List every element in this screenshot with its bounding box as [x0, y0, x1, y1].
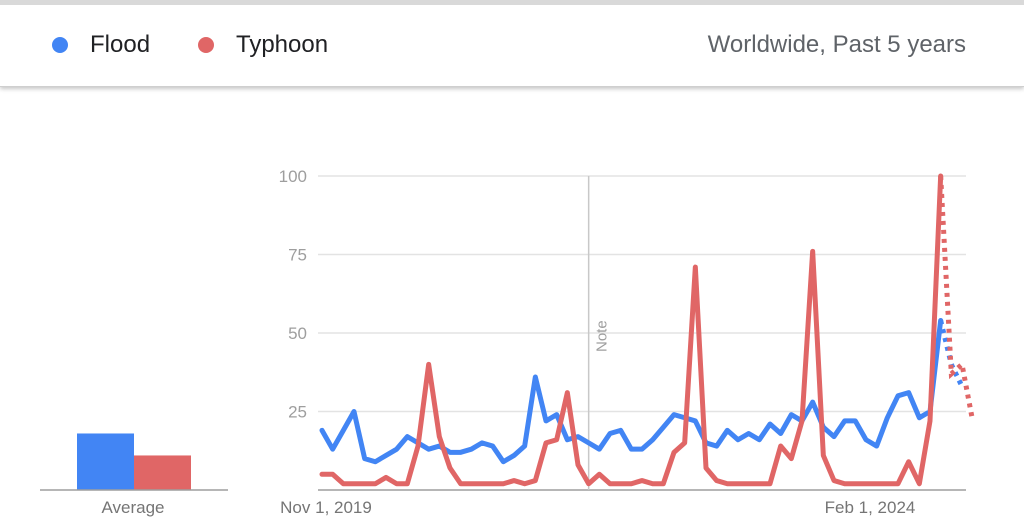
legend-label-flood: Flood	[90, 31, 151, 58]
x-axis-ticks: Nov 1, 2019 Feb 1, 2024	[280, 498, 915, 517]
average-bars: Average	[40, 433, 228, 517]
y-tick-label: 25	[288, 403, 307, 422]
red-dot-icon	[198, 37, 214, 53]
y-tick-label: 50	[288, 324, 307, 343]
note-marker[interactable]: Note	[587, 176, 611, 490]
chart-grid	[318, 175, 966, 491]
blue-dot-icon	[52, 37, 68, 53]
x-tick-label: Feb 1, 2024	[825, 498, 916, 517]
y-tick-label: 100	[279, 167, 307, 186]
chart-header: Flood Typhoon Worldwide, Past 5 years	[0, 0, 1024, 87]
average-label: Average	[101, 498, 164, 517]
average-bar-typhoon[interactable]	[134, 455, 191, 490]
region-timeframe-label[interactable]: Worldwide, Past 5 years	[707, 31, 966, 58]
average-bar-flood[interactable]	[77, 433, 134, 490]
series-partial-typhoon	[938, 175, 976, 422]
legend-item-typhoon[interactable]: Typhoon	[198, 29, 328, 61]
y-axis-ticks: 25 50 75 100	[279, 167, 307, 422]
series-lines	[319, 173, 976, 487]
series-line-typhoon[interactable]	[319, 173, 944, 487]
y-tick-label: 75	[288, 246, 307, 265]
x-tick-label: Nov 1, 2019	[280, 498, 372, 517]
series-partial-flood	[938, 319, 965, 388]
legend-label-typhoon: Typhoon	[236, 31, 329, 58]
note-label[interactable]: Note	[594, 320, 611, 352]
legend-item-flood[interactable]: Flood	[52, 29, 150, 61]
series-line-flood[interactable]	[319, 317, 944, 465]
